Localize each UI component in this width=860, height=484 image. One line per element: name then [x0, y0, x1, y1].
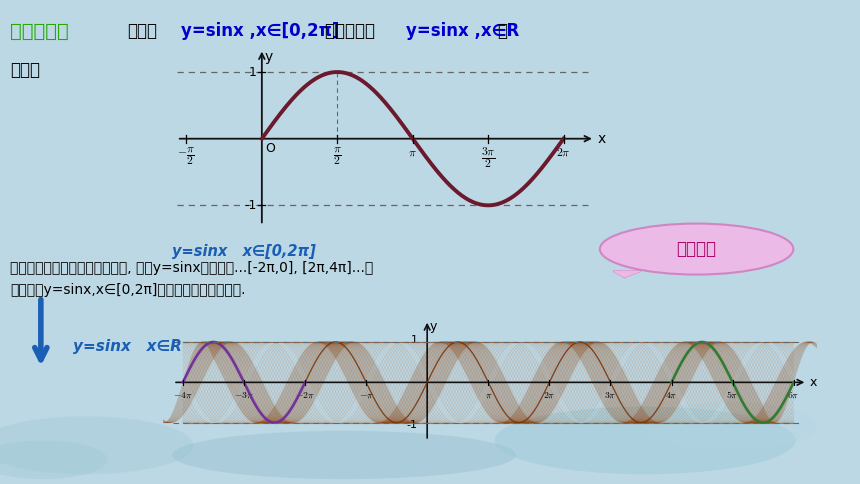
Text: 正弦曲线: 正弦曲线 [677, 240, 716, 258]
Text: 的: 的 [497, 22, 507, 40]
Text: $3\pi$: $3\pi$ [605, 390, 617, 400]
Text: 的图象得到: 的图象得到 [325, 22, 380, 40]
Text: $-2\pi$: $-2\pi$ [295, 390, 315, 400]
Text: $-\dfrac{\pi}{2}$: $-\dfrac{\pi}{2}$ [177, 145, 195, 167]
Text: O: O [265, 142, 275, 155]
Text: y: y [265, 50, 273, 64]
Text: y=sinx   x∈R: y=sinx x∈R [73, 339, 182, 354]
Text: x: x [597, 132, 605, 146]
Text: 如何由: 如何由 [127, 22, 157, 40]
Text: x: x [809, 376, 817, 389]
Ellipse shape [172, 431, 516, 479]
Text: 1: 1 [249, 65, 257, 78]
Ellipse shape [0, 416, 194, 474]
Text: $-3\pi$: $-3\pi$ [234, 390, 254, 400]
Ellipse shape [645, 402, 817, 450]
Ellipse shape [494, 407, 796, 474]
Text: $2\pi$: $2\pi$ [544, 390, 556, 400]
Text: y=sinx ,x∈[0,2π]: y=sinx ,x∈[0,2π] [181, 22, 339, 40]
Text: y=sinx ,x∈R: y=sinx ,x∈R [406, 22, 519, 40]
Text: $\dfrac{\pi}{2}$: $\dfrac{\pi}{2}$ [333, 145, 341, 167]
Ellipse shape [0, 440, 108, 479]
Text: y=sinx   x∈[0,2π]: y=sinx x∈[0,2π] [172, 244, 316, 259]
Text: -1: -1 [244, 199, 257, 212]
Text: 1: 1 [410, 335, 417, 345]
Text: 图象？: 图象？ [10, 60, 40, 78]
Text: -1: -1 [407, 420, 417, 430]
Polygon shape [614, 271, 640, 277]
Text: 的图象与y=sinx,x∈[0,2π]的图象的形状完全一致.: 的图象与y=sinx,x∈[0,2π]的图象的形状完全一致. [10, 283, 246, 297]
Text: $-\pi$: $-\pi$ [359, 390, 373, 400]
Text: $-4\pi$: $-4\pi$ [173, 390, 193, 400]
Text: $\dfrac{3\pi}{2}$: $\dfrac{3\pi}{2}$ [481, 145, 495, 170]
Text: 探究思考？: 探究思考？ [10, 22, 69, 41]
Text: $\pi$: $\pi$ [484, 390, 492, 400]
Text: $5\pi$: $5\pi$ [727, 390, 739, 400]
Text: $\pi$: $\pi$ [408, 145, 417, 158]
Text: y: y [430, 320, 438, 333]
Ellipse shape [599, 224, 793, 274]
Text: 终边相同的角的三角函数值相等, 所以y=sinx的图象在...[-2π,0], [2π,4π]...上: 终边相同的角的三角函数值相等, 所以y=sinx的图象在...[-2π,0], … [10, 261, 373, 275]
Text: $4\pi$: $4\pi$ [666, 390, 678, 400]
Text: $2\pi$: $2\pi$ [556, 145, 571, 158]
Text: $6\pi$: $6\pi$ [788, 390, 800, 400]
